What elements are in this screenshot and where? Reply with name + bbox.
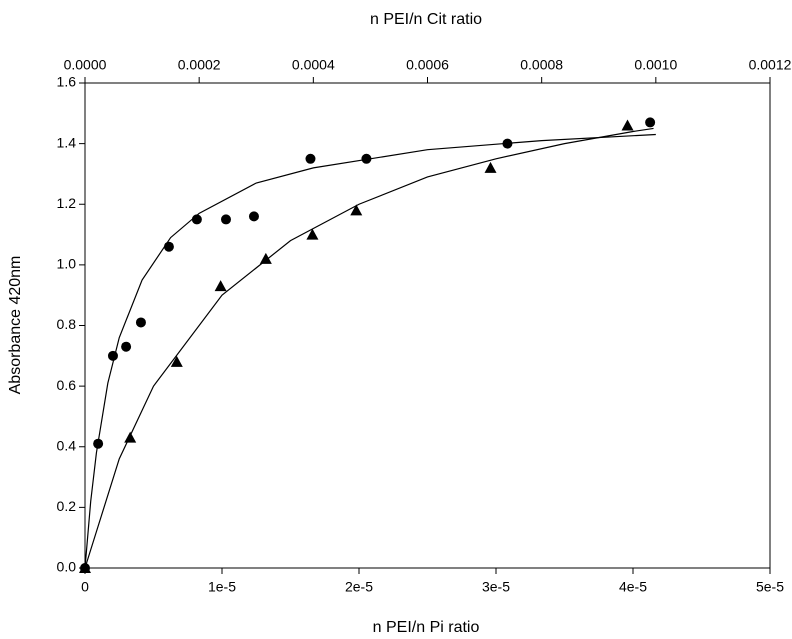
x-tick-label: 5e-5 xyxy=(756,579,784,595)
x2-tick-label: 0.0000 xyxy=(64,57,107,73)
circle-point xyxy=(107,350,118,361)
y-tick-label: 1.6 xyxy=(57,74,77,90)
circle-point xyxy=(121,341,132,352)
y-tick-label: 1.4 xyxy=(57,134,77,150)
y-tick-label: 1.2 xyxy=(57,195,77,211)
circle-point xyxy=(248,211,259,222)
triangle-point xyxy=(259,252,272,264)
circle-point xyxy=(361,153,372,164)
circle-point xyxy=(220,214,231,225)
x2-tick-label: 0.0006 xyxy=(406,57,449,73)
plot-frame xyxy=(84,82,771,569)
y-tick-label: 1.0 xyxy=(57,256,77,272)
x-tick-label: 3e-5 xyxy=(482,579,510,595)
y-tick-label: 0.2 xyxy=(57,498,77,514)
top-axis-title: n PEI/n Cit ratio xyxy=(370,11,482,28)
x-axis-title: n PEI/n Pi ratio xyxy=(373,619,480,636)
x2-tick-label: 0.0008 xyxy=(520,57,563,73)
x-tick-label: 0 xyxy=(81,579,89,595)
y-axis-title: Absorbance 420nm xyxy=(7,256,24,395)
y-tick-label: 0.4 xyxy=(57,437,77,453)
circle-point xyxy=(305,153,316,164)
x2-tick-label: 0.0012 xyxy=(749,57,792,73)
x2-tick-label: 0.0002 xyxy=(178,57,221,73)
x2-tick-label: 0.0004 xyxy=(292,57,335,73)
triangle-point xyxy=(170,355,183,367)
x-tick-label: 4e-5 xyxy=(619,579,647,595)
triangle-point xyxy=(484,161,497,173)
y-tick-label: 0.0 xyxy=(57,559,77,575)
triangle-point xyxy=(124,431,137,443)
triangle-point xyxy=(214,280,227,292)
fit-curve xyxy=(84,127,654,569)
x-tick-label: 1e-5 xyxy=(208,579,236,595)
fit-curve xyxy=(84,133,656,569)
y-tick-label: 0.8 xyxy=(57,316,77,332)
x2-tick-label: 0.0010 xyxy=(634,57,677,73)
circle-point xyxy=(135,317,146,328)
x-tick-label: 2e-5 xyxy=(345,579,373,595)
y-tick-label: 0.6 xyxy=(57,377,77,393)
triangle-point xyxy=(350,204,363,216)
triangle-point xyxy=(621,119,634,131)
circle-point xyxy=(163,241,174,252)
circle-point xyxy=(645,117,656,128)
triangle-point xyxy=(306,228,319,240)
